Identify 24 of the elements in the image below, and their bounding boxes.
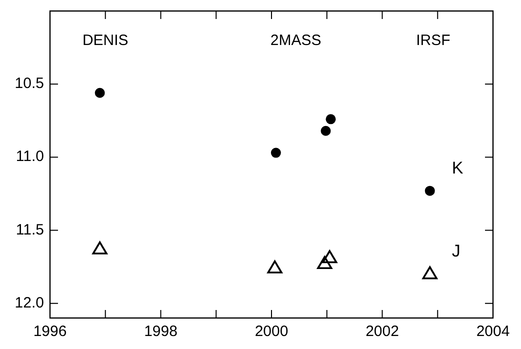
point — [94, 88, 105, 98]
legend-label: K — [452, 158, 464, 178]
point — [422, 266, 438, 280]
point — [92, 241, 108, 254]
point — [320, 126, 331, 136]
x-tick-label: 2002 — [366, 323, 399, 340]
x-tick-label: 2000 — [254, 323, 288, 340]
annotation: 2MASS — [270, 32, 322, 49]
point — [322, 250, 338, 264]
point — [326, 114, 336, 124]
point — [317, 256, 332, 270]
y-tick-label: 11.0 — [16, 148, 44, 166]
x-tick-label: 2004 — [476, 323, 510, 340]
x-tick-label: 1996 — [33, 323, 67, 340]
annotation: IRSF — [416, 32, 450, 49]
point — [270, 148, 281, 158]
point — [267, 260, 282, 274]
annotation: DENIS — [82, 32, 128, 49]
x-tick-label: 1998 — [144, 323, 178, 340]
series-label: J — [452, 242, 460, 261]
point — [424, 186, 435, 196]
y-tick-label: 11.5 — [16, 221, 44, 238]
y-tick-label: 10.5 — [14, 75, 44, 92]
y-tick-label: 12.0 — [14, 294, 44, 312]
